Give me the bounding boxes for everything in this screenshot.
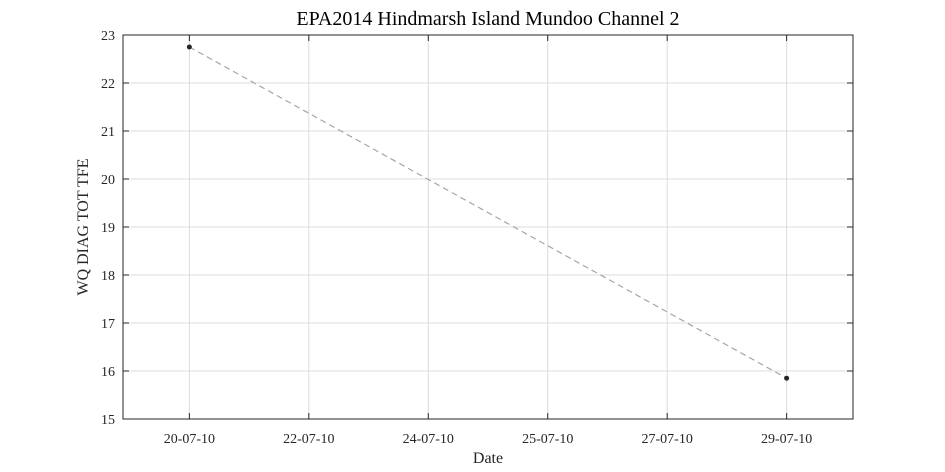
- y-tick-label: 15: [101, 413, 115, 428]
- chart-title: EPA2014 Hindmarsh Island Mundoo Channel …: [296, 8, 679, 30]
- x-tick-label: 27-07-10: [642, 432, 693, 447]
- y-tick-label: 19: [101, 221, 115, 236]
- y-tick-label: 23: [101, 29, 115, 44]
- y-axis-label: WQ DIAG TOT TFE: [75, 158, 92, 295]
- data-series: [186, 44, 790, 381]
- series-line: [189, 46, 787, 379]
- y-tick-label: 18: [101, 269, 115, 284]
- x-tick-label: 24-07-10: [403, 432, 454, 447]
- y-tick-label: 21: [101, 125, 115, 140]
- y-tick-label: 22: [101, 77, 115, 92]
- x-axis-label: Date: [473, 450, 503, 467]
- x-tick-label: 22-07-10: [283, 432, 334, 447]
- x-tick-label: 25-07-10: [522, 432, 573, 447]
- y-tick-label: 17: [101, 317, 115, 332]
- y-tick-label: 16: [101, 365, 115, 380]
- grid-lines: [123, 34, 853, 420]
- data-point: [784, 375, 790, 381]
- x-tick-label: 20-07-10: [164, 432, 215, 447]
- axis-ticks: 15 16 17 18 19 20 21 22 23 20-07-10 22-07-10 24-07-…: [101, 29, 853, 447]
- data-point: [186, 44, 192, 50]
- x-tick-label: 29-07-10: [761, 432, 812, 447]
- y-tick-label: 20: [101, 173, 115, 188]
